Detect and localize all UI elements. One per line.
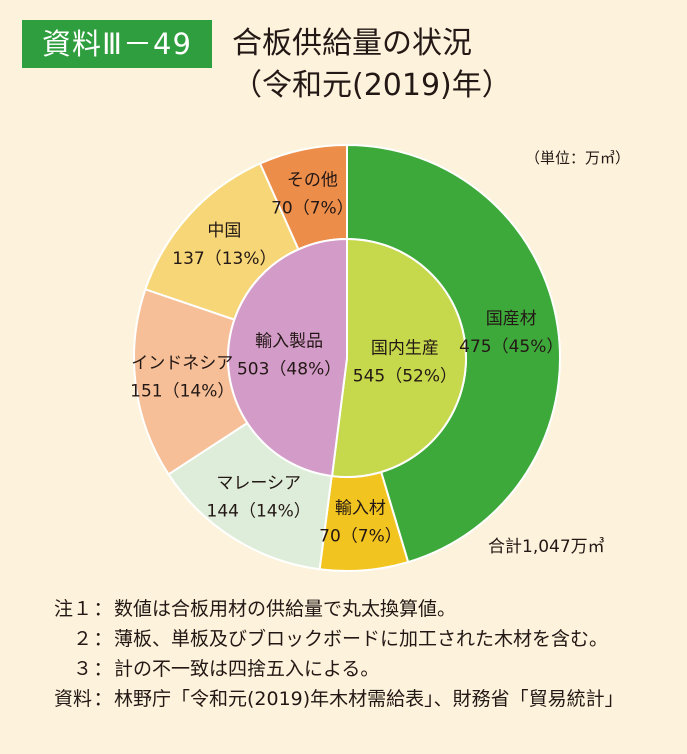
note-key: ２ — [72, 628, 92, 650]
donut-chart: 国内生産 545（52%） 輸入製品 503（48%） 国産材 475（45%） 輸入材 70… — [130, 143, 630, 572]
note-text: 薄板、単板及びブロックボードに加工された木材を含む。 — [114, 628, 609, 650]
total-label: 合計1,047万㎥ — [488, 537, 605, 557]
inner-label-name-0: 国内生産 — [371, 339, 439, 359]
note-separator: ： — [93, 688, 113, 710]
note-text: 計の不一致は四捨五入による。 — [114, 658, 380, 680]
chart-subtitle: （令和元(2019)年） — [232, 68, 512, 103]
outer-label-value-2: 144（14%） — [207, 502, 311, 522]
note-key: 注１ — [53, 598, 92, 620]
figure-number-badge: 資料Ⅲ－49 — [22, 20, 212, 68]
outer-label-name-4: 中国 — [207, 221, 241, 241]
inner-slice-1 — [227, 237, 348, 478]
outer-label-value-1: 70（7%） — [319, 526, 402, 546]
outer-label-value-4: 137（13%） — [172, 249, 276, 269]
note-key: 資料 — [53, 688, 92, 710]
outer-label-name-1: 輸入材 — [335, 498, 386, 518]
outer-label-value-0: 475（45%） — [459, 337, 563, 357]
note-row: 注１：数値は合板用材の供給量で丸太換算値。 — [24, 594, 674, 624]
note-row: 資料：林野庁「令和元(2019)年木材需給表」、財務省「貿易統計」 — [24, 684, 674, 714]
note-row: ２：薄板、単板及びブロックボードに加工された木材を含む。 — [24, 624, 674, 654]
note-separator: ： — [93, 598, 113, 620]
note-text: 数値は合板用材の供給量で丸太換算値。 — [114, 598, 457, 620]
note-row: ３：計の不一致は四捨五入による。 — [24, 654, 674, 684]
inner-label-value-0: 545（52%） — [353, 367, 457, 387]
note-separator: ： — [93, 658, 113, 680]
outer-label-name-0: 国産材 — [486, 309, 537, 329]
notes: 注１：数値は合板用材の供給量で丸太換算値。 ２：薄板、単板及びブロックボードに加工… — [24, 594, 674, 714]
inner-label-name-1: 輸入製品 — [255, 331, 323, 351]
unit-label: （単位：万㎥） — [525, 149, 630, 167]
chart-title: 合板供給量の状況 — [232, 26, 472, 61]
note-separator: ： — [93, 628, 113, 650]
outer-label-name-5: その他 — [287, 171, 338, 191]
note-key: ３ — [72, 658, 92, 680]
outer-label-name-2: マレーシア — [216, 474, 301, 494]
outer-label-name-3: インドネシア — [131, 354, 233, 374]
inner-label-value-1: 503（48%） — [237, 359, 341, 379]
note-text: 林野庁「令和元(2019)年木材需給表」、財務省「貿易統計」 — [114, 688, 624, 710]
outer-label-value-5: 70（7%） — [271, 199, 354, 219]
inner-slice-0 — [330, 237, 467, 478]
outer-label-value-3: 151（14%） — [130, 382, 234, 402]
